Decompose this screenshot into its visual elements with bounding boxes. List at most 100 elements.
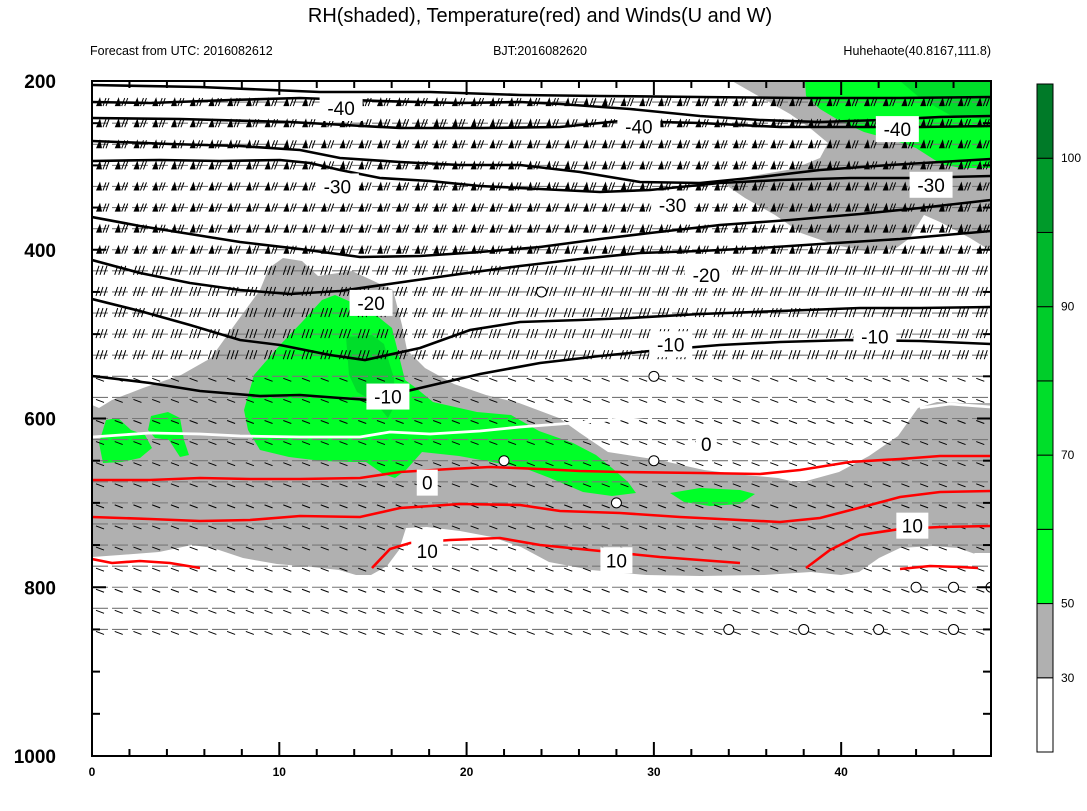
wind-barb	[638, 462, 648, 467]
wind-barb	[264, 630, 273, 635]
wind-barb	[302, 202, 316, 212]
wind-barb	[283, 202, 297, 212]
wind-barb	[807, 223, 822, 233]
wind-barb	[807, 139, 822, 149]
wind-barb	[451, 609, 461, 614]
wind-barb	[657, 97, 672, 107]
wind-barb	[170, 483, 180, 488]
wind-barb	[545, 286, 557, 297]
wind-barb	[208, 504, 217, 509]
wind-barb	[245, 441, 255, 446]
wind-barb	[207, 265, 220, 276]
wind-barb	[114, 483, 123, 488]
wind-barb	[414, 398, 423, 403]
wind-barb	[226, 504, 236, 509]
wind-barb	[957, 567, 966, 572]
x-tick-label: 40	[834, 765, 848, 779]
wind-barb	[339, 504, 348, 509]
wind-barb	[432, 525, 442, 530]
wind-barb	[282, 328, 295, 339]
isotherm-label-box	[651, 192, 695, 219]
wind-barb	[95, 567, 105, 572]
isotherm-label-box	[617, 113, 661, 140]
wind-barb	[432, 420, 442, 424]
wind-barb	[264, 398, 273, 403]
wind-barb	[208, 398, 217, 403]
wind-barb	[844, 546, 854, 551]
wind-barb	[264, 609, 273, 614]
wind-barb	[695, 202, 709, 212]
wind-barb	[358, 139, 372, 149]
wind-barb	[619, 328, 632, 339]
wind-barb	[96, 223, 110, 233]
wind-barb	[395, 609, 404, 614]
wind-barb	[751, 181, 765, 191]
y-tick-label: 800	[24, 578, 56, 599]
chart-title: RH(shaded), Temperature(red) and Winds(U…	[308, 5, 772, 27]
wind-barb	[882, 244, 897, 254]
wind-barb	[376, 420, 386, 424]
wind-barb	[226, 441, 236, 446]
wind-barb	[582, 630, 592, 635]
wind-barb	[844, 609, 854, 614]
wind-barb	[358, 244, 372, 254]
wind-barb	[114, 160, 129, 170]
wind-barb	[283, 504, 292, 509]
wind-barb	[882, 630, 891, 635]
wind-barb	[302, 223, 316, 233]
wind-barb	[657, 546, 667, 551]
wind-barb	[133, 181, 147, 191]
wind-barb	[788, 97, 803, 107]
wind-barb	[751, 202, 765, 212]
wind-barb	[488, 286, 501, 297]
wind-barb	[245, 202, 260, 212]
isotherm-label-box	[366, 383, 410, 410]
wind-barb	[208, 630, 217, 635]
wind-barb	[95, 398, 105, 403]
wind-barb	[582, 328, 595, 339]
wind-barb	[526, 223, 541, 233]
calm-wind-marker	[648, 370, 660, 382]
wind-barb	[432, 398, 442, 403]
wind-barb	[975, 307, 988, 318]
wind-barb	[564, 398, 573, 403]
wind-barb	[245, 350, 258, 360]
calm-wind-marker	[723, 623, 735, 635]
wind-barb	[152, 462, 161, 467]
isotherm-zero	[92, 413, 661, 439]
wind-barb	[189, 244, 204, 254]
wind-barb	[376, 504, 386, 509]
wind-barb	[301, 525, 311, 530]
wind-barb	[807, 328, 820, 339]
wind-barb	[938, 546, 947, 551]
wind-barb	[226, 525, 236, 530]
wind-barb	[844, 504, 854, 509]
wind-barb	[695, 609, 704, 614]
wind-barb	[957, 504, 966, 509]
wind-barb	[264, 462, 273, 467]
wind-barb	[638, 328, 651, 339]
wind-barb	[207, 350, 220, 360]
wind-barb	[432, 609, 442, 614]
wind-barb	[545, 441, 554, 446]
wind-barb	[320, 567, 329, 572]
wind-barb	[226, 420, 236, 424]
wind-barb	[751, 97, 765, 107]
wind-barb	[751, 588, 760, 593]
wind-barb	[170, 546, 180, 551]
wind-barb	[376, 630, 386, 635]
wind-barb	[470, 202, 485, 212]
wind-barb	[863, 462, 873, 467]
wind-barb	[620, 244, 634, 254]
wind-barb	[695, 377, 704, 382]
wind-barb	[844, 350, 857, 360]
wind-barb	[451, 420, 461, 424]
wind-barb	[245, 160, 260, 170]
wind-barb	[414, 462, 423, 467]
wind-barb	[470, 588, 479, 593]
isotherm-label-box	[416, 469, 438, 496]
wind-barb	[657, 525, 667, 530]
wind-barb	[919, 504, 929, 509]
wind-barb	[470, 118, 485, 128]
wind-barb	[695, 525, 704, 530]
